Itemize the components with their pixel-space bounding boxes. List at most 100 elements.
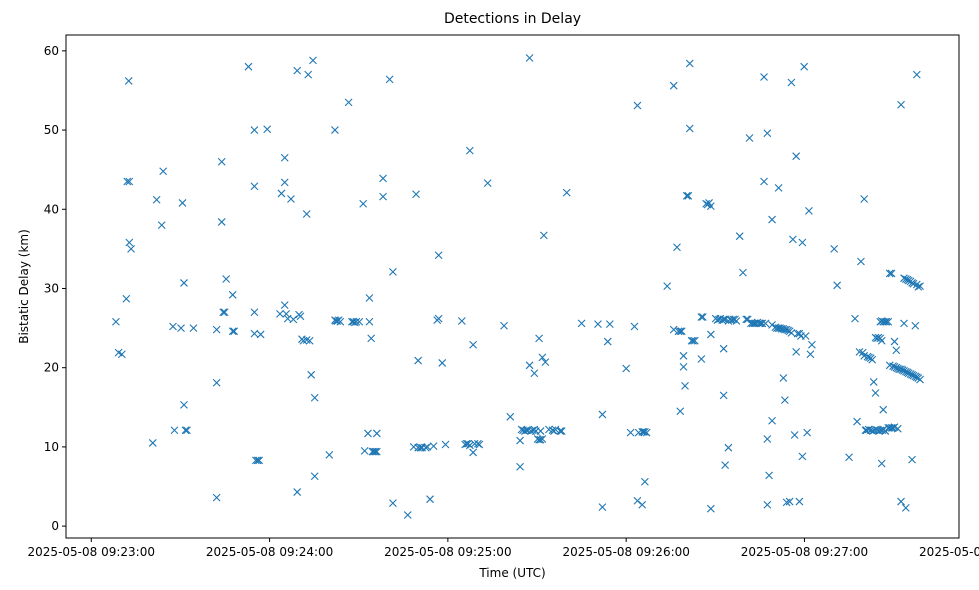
scatter-point xyxy=(904,276,913,285)
scatter-point xyxy=(901,504,910,512)
scatter-point xyxy=(900,319,908,328)
y-tick-label: 10 xyxy=(44,440,59,454)
scatter-point xyxy=(853,417,861,426)
scatter-point xyxy=(256,330,265,339)
scatter-point xyxy=(845,453,853,462)
x-tick-label: 2025-05-08 09:23:00 xyxy=(28,545,155,559)
scatter-point xyxy=(868,355,877,364)
scatter-point xyxy=(677,327,686,336)
scatter-point xyxy=(598,410,607,419)
x-axis-label: Time (UTC) xyxy=(478,566,545,580)
scatter-point xyxy=(352,317,361,326)
scatter-point xyxy=(721,461,730,470)
scatter-point xyxy=(536,427,545,435)
x-axis: 2025-05-08 09:23:00 2025-05-08 09:24:00 20… xyxy=(28,538,979,559)
scatter-point xyxy=(276,309,284,318)
scatter-point xyxy=(309,56,317,65)
scatter-point xyxy=(801,332,810,340)
scatter-point xyxy=(441,440,450,449)
x-tick-label: 2025-05-08 09:25:00 xyxy=(384,545,511,559)
scatter-point xyxy=(876,334,885,343)
scatter-point xyxy=(212,378,221,387)
scatter-point xyxy=(884,317,893,326)
scatter-point xyxy=(122,294,131,303)
scatter-point xyxy=(250,126,259,134)
scatter-point xyxy=(682,191,691,200)
scatter-point xyxy=(689,336,697,345)
scatter-point xyxy=(893,424,902,433)
scatter-point xyxy=(389,267,397,276)
scatter-point xyxy=(892,346,901,355)
scatter-point xyxy=(803,428,812,437)
scatter-point xyxy=(697,313,706,321)
scatter-point xyxy=(706,202,715,210)
scatter-point xyxy=(833,281,842,290)
scatter-point xyxy=(438,359,447,367)
scatter-point xyxy=(277,189,286,198)
y-tick-label: 50 xyxy=(44,123,59,137)
scatter-point xyxy=(304,70,313,79)
scatter-point xyxy=(414,443,423,452)
scatter-point xyxy=(124,77,133,85)
scatter-point xyxy=(152,195,161,204)
scatter-point xyxy=(556,427,565,435)
scatter-point xyxy=(916,282,924,290)
scatter-point xyxy=(808,340,816,349)
scatter-point xyxy=(879,405,888,414)
scatter-point xyxy=(642,428,651,437)
scatter-point xyxy=(679,363,688,371)
scatter-point xyxy=(423,443,432,451)
scatter-point xyxy=(684,191,693,200)
scatter-point xyxy=(719,344,728,353)
scatter-point xyxy=(698,313,707,321)
scatter-point xyxy=(780,396,789,405)
scatter-point xyxy=(782,498,791,507)
scatter-point xyxy=(123,177,132,186)
scatter-point xyxy=(217,218,226,226)
scatter-point xyxy=(364,429,372,438)
scatter-point xyxy=(641,477,649,486)
scatter-point xyxy=(851,314,859,323)
scatter-point xyxy=(125,177,134,186)
scatter-point xyxy=(429,442,438,451)
scatter-point xyxy=(679,351,688,360)
scatter-point xyxy=(359,199,368,208)
scatter-point xyxy=(785,497,794,506)
scatter-point xyxy=(228,290,237,299)
scatter-point xyxy=(598,503,607,511)
scatter-point xyxy=(795,497,804,506)
scatter-point xyxy=(787,78,796,87)
scatter-point xyxy=(250,329,259,338)
scatter-point xyxy=(763,435,772,443)
scatter-point xyxy=(181,426,190,435)
scatter-point xyxy=(706,330,715,339)
scatter-point xyxy=(626,428,635,437)
scatter-point xyxy=(469,340,478,349)
scatter-point xyxy=(289,315,298,324)
scatter-point xyxy=(516,436,524,445)
scatter-point xyxy=(685,59,694,68)
scatter-point xyxy=(325,450,334,459)
scatter-point xyxy=(719,315,728,324)
scatter-point xyxy=(687,336,696,345)
scatter-point xyxy=(806,350,815,359)
scatter-point xyxy=(633,496,642,505)
scatter-point xyxy=(916,375,924,384)
scatter-point xyxy=(881,317,889,326)
scatter-point xyxy=(779,374,788,382)
scatter-point xyxy=(765,471,773,480)
scatter-point xyxy=(792,152,801,161)
scatter-point xyxy=(760,177,768,186)
scatter-point xyxy=(250,308,259,317)
scatter-point xyxy=(250,182,259,191)
scatter-point xyxy=(280,178,289,187)
scatter-point xyxy=(641,427,649,436)
scatter-point xyxy=(763,500,772,509)
y-tick-label: 20 xyxy=(44,361,59,375)
scatter-point xyxy=(177,324,185,332)
plot-area xyxy=(65,34,960,539)
scatter-point xyxy=(633,101,642,110)
scatter-point xyxy=(426,495,434,504)
scatter-point xyxy=(605,320,614,329)
